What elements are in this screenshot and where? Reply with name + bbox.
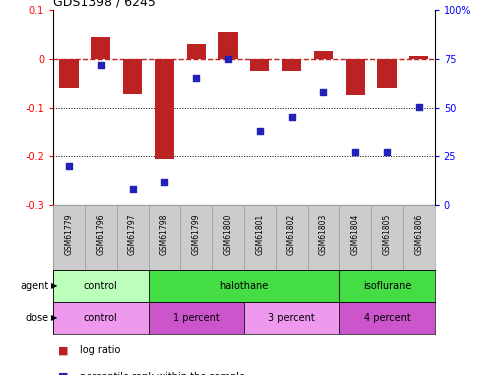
Text: isoflurane: isoflurane bbox=[363, 281, 411, 291]
Bar bbox=[212, 205, 244, 270]
Text: GSM61796: GSM61796 bbox=[96, 213, 105, 255]
Point bbox=[65, 163, 73, 169]
Text: GSM61803: GSM61803 bbox=[319, 214, 328, 255]
Text: GSM61801: GSM61801 bbox=[256, 214, 264, 255]
Text: ■: ■ bbox=[58, 372, 72, 375]
Text: ■: ■ bbox=[58, 345, 72, 355]
Text: dose: dose bbox=[25, 313, 48, 323]
Bar bbox=[308, 205, 339, 270]
Text: 4 percent: 4 percent bbox=[364, 313, 411, 323]
Point bbox=[415, 105, 423, 111]
Bar bbox=[250, 59, 270, 71]
Point bbox=[351, 149, 359, 155]
Bar bbox=[149, 302, 244, 334]
Bar bbox=[149, 205, 180, 270]
Bar bbox=[339, 302, 435, 334]
Bar bbox=[180, 205, 212, 270]
Text: GSM61806: GSM61806 bbox=[414, 214, 423, 255]
Bar bbox=[59, 59, 79, 88]
Bar bbox=[91, 37, 110, 59]
Point bbox=[97, 62, 105, 68]
Bar bbox=[409, 56, 428, 59]
Text: GSM61797: GSM61797 bbox=[128, 213, 137, 255]
Bar bbox=[403, 205, 435, 270]
Bar bbox=[314, 51, 333, 59]
Bar bbox=[244, 302, 339, 334]
Text: control: control bbox=[84, 313, 118, 323]
Point bbox=[129, 186, 137, 192]
Point bbox=[256, 128, 264, 134]
Text: GSM61779: GSM61779 bbox=[65, 213, 73, 255]
Bar bbox=[339, 205, 371, 270]
Bar bbox=[117, 205, 149, 270]
Text: 3 percent: 3 percent bbox=[268, 313, 315, 323]
Bar bbox=[85, 205, 117, 270]
Bar bbox=[218, 32, 238, 59]
Text: ▶: ▶ bbox=[51, 314, 57, 322]
Text: percentile rank within the sample: percentile rank within the sample bbox=[80, 372, 245, 375]
Point bbox=[160, 178, 168, 184]
Point bbox=[224, 56, 232, 62]
Text: 1 percent: 1 percent bbox=[173, 313, 220, 323]
Point bbox=[192, 75, 200, 81]
Bar bbox=[123, 59, 142, 94]
Bar bbox=[155, 59, 174, 159]
Text: log ratio: log ratio bbox=[80, 345, 120, 355]
Text: agent: agent bbox=[20, 281, 48, 291]
Bar bbox=[378, 59, 397, 88]
Point bbox=[320, 89, 327, 95]
Text: GSM61805: GSM61805 bbox=[383, 214, 392, 255]
Bar bbox=[187, 44, 206, 59]
Text: halothane: halothane bbox=[219, 281, 269, 291]
Text: GSM61804: GSM61804 bbox=[351, 214, 360, 255]
Text: GSM61798: GSM61798 bbox=[160, 214, 169, 255]
Bar bbox=[53, 302, 149, 334]
Bar bbox=[149, 270, 339, 302]
Point bbox=[383, 149, 391, 155]
Bar bbox=[244, 205, 276, 270]
Bar bbox=[53, 270, 149, 302]
Point bbox=[288, 114, 296, 120]
Bar bbox=[371, 205, 403, 270]
Bar bbox=[276, 205, 308, 270]
Text: GSM61800: GSM61800 bbox=[224, 214, 232, 255]
Text: ▶: ▶ bbox=[51, 282, 57, 291]
Text: GDS1398 / 6245: GDS1398 / 6245 bbox=[53, 0, 156, 9]
Bar bbox=[346, 59, 365, 95]
Text: GSM61799: GSM61799 bbox=[192, 213, 201, 255]
Text: GSM61802: GSM61802 bbox=[287, 214, 296, 255]
Bar bbox=[339, 270, 435, 302]
Bar bbox=[282, 59, 301, 71]
Text: control: control bbox=[84, 281, 118, 291]
Bar bbox=[53, 205, 85, 270]
